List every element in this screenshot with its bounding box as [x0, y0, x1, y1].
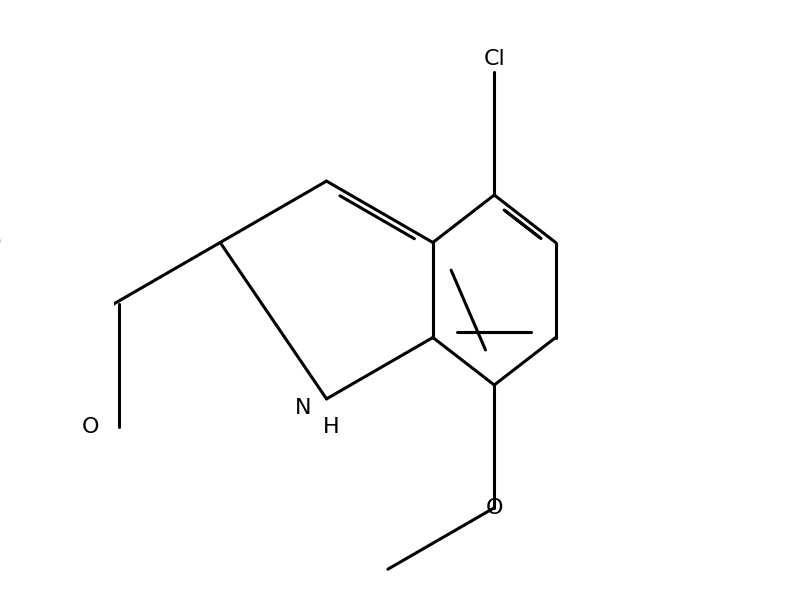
Text: O: O — [81, 416, 99, 437]
Text: H: H — [323, 417, 339, 437]
Text: N: N — [295, 398, 311, 418]
Text: O: O — [485, 498, 503, 518]
Text: O: O — [0, 233, 2, 253]
Text: Cl: Cl — [483, 49, 504, 69]
